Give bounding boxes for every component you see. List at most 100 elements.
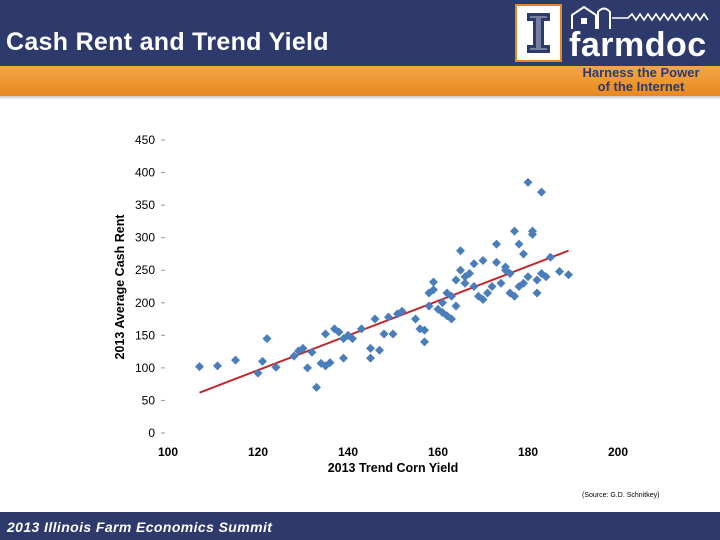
x-tick-label: 120 (248, 445, 268, 459)
y-tick-label: 50 (142, 393, 156, 407)
data-point (519, 249, 528, 259)
data-point (325, 358, 335, 368)
data-point (483, 288, 492, 298)
data-point (312, 382, 321, 392)
data-point (456, 246, 465, 256)
y-tick-label: 250 (135, 263, 155, 277)
data-point (379, 329, 389, 339)
data-point (384, 312, 393, 322)
data-point (262, 334, 272, 344)
data-point (357, 324, 366, 334)
data-point (253, 368, 263, 378)
data-point (366, 353, 375, 363)
data-point (429, 277, 438, 287)
data-point (487, 282, 497, 291)
data-point (532, 288, 542, 298)
tagline-line-1: Harness the Power (582, 65, 700, 80)
data-point (478, 295, 488, 305)
data-point (519, 278, 528, 288)
page-title: Cash Rent and Trend Yield (6, 28, 329, 56)
data-point (523, 272, 533, 282)
data-point (388, 329, 398, 339)
data-point (478, 255, 488, 265)
data-point (447, 291, 456, 301)
data-point (411, 314, 420, 324)
x-tick-label: 100 (158, 445, 178, 459)
y-axis-title: 2013 Average Cash Rent (113, 214, 127, 360)
data-point (505, 268, 515, 278)
data-point (303, 363, 312, 373)
footer-bar (0, 512, 720, 540)
y-tick-label: 0 (148, 426, 155, 440)
data-point (370, 314, 380, 324)
data-point (375, 345, 384, 355)
data-point (397, 306, 407, 316)
source-note: (Source: G.D. Schnitkey) (582, 492, 660, 499)
x-tick-label: 160 (428, 445, 448, 459)
data-point (289, 351, 299, 361)
x-tick-label: 180 (518, 445, 538, 459)
data-point (528, 229, 537, 239)
scatter-chart: 0 50 100 150 200 250 300 350 400 450 100 120 140 160… (113, 133, 628, 475)
data-point (321, 329, 330, 339)
data-point (447, 314, 456, 324)
data-point (307, 347, 317, 357)
data-point (271, 362, 281, 372)
data-point (231, 355, 240, 365)
data-point (510, 291, 519, 301)
illinois-block-i-icon (515, 4, 562, 62)
data-point (546, 252, 555, 262)
data-point (541, 272, 551, 282)
brand-wordmark: farmdoc (569, 26, 707, 64)
data-point (213, 361, 222, 371)
data-point (492, 239, 501, 249)
data-point (469, 259, 479, 269)
data-point (424, 301, 434, 311)
data-point (258, 356, 267, 366)
data-point (456, 265, 465, 275)
data-point (438, 298, 447, 308)
y-tick-label: 200 (135, 296, 155, 310)
data-point (298, 343, 308, 353)
data-point (510, 226, 519, 236)
data-point (366, 343, 375, 353)
data-point (451, 275, 461, 285)
x-axis-title: 2013 Trend Corn Yield (328, 461, 459, 475)
y-tick-label: 400 (135, 166, 155, 180)
farm-buildings-icon (571, 5, 709, 29)
data-point (537, 187, 546, 197)
trendline (199, 249, 569, 394)
data-point (420, 337, 429, 347)
y-tick-label: 300 (135, 231, 155, 245)
data-point (348, 334, 357, 344)
tagline-line-2: of the Internet (597, 79, 685, 94)
y-tick-label: 450 (135, 133, 155, 147)
data-point (555, 267, 564, 277)
y-axis-ticks: 0 50 100 150 200 250 300 350 400 450 (135, 133, 165, 440)
x-tick-label: 200 (608, 445, 628, 459)
brand-tagline: Harness the Power of the Internet (566, 66, 716, 94)
y-tick-label: 100 (135, 361, 155, 375)
data-point (460, 278, 470, 288)
data-point (195, 362, 204, 372)
data-point (496, 278, 506, 288)
header-shadow (0, 96, 720, 100)
data-points (195, 177, 573, 392)
data-point (420, 325, 429, 335)
header-accent-band (0, 66, 720, 96)
data-point (492, 257, 501, 267)
x-tick-label: 140 (338, 445, 358, 459)
data-point (469, 282, 479, 291)
data-point (523, 177, 533, 187)
data-point (339, 353, 348, 363)
footer-text: 2013 Illinois Farm Economics Summit (7, 519, 273, 535)
data-point (532, 275, 542, 285)
data-point (465, 268, 474, 278)
y-tick-label: 350 (135, 198, 155, 212)
y-tick-label: 150 (135, 328, 155, 342)
data-point (334, 327, 344, 337)
data-point (564, 270, 573, 280)
data-point (514, 239, 524, 249)
x-axis-ticks: 100 120 140 160 180 200 (158, 445, 628, 459)
data-point (451, 301, 461, 311)
